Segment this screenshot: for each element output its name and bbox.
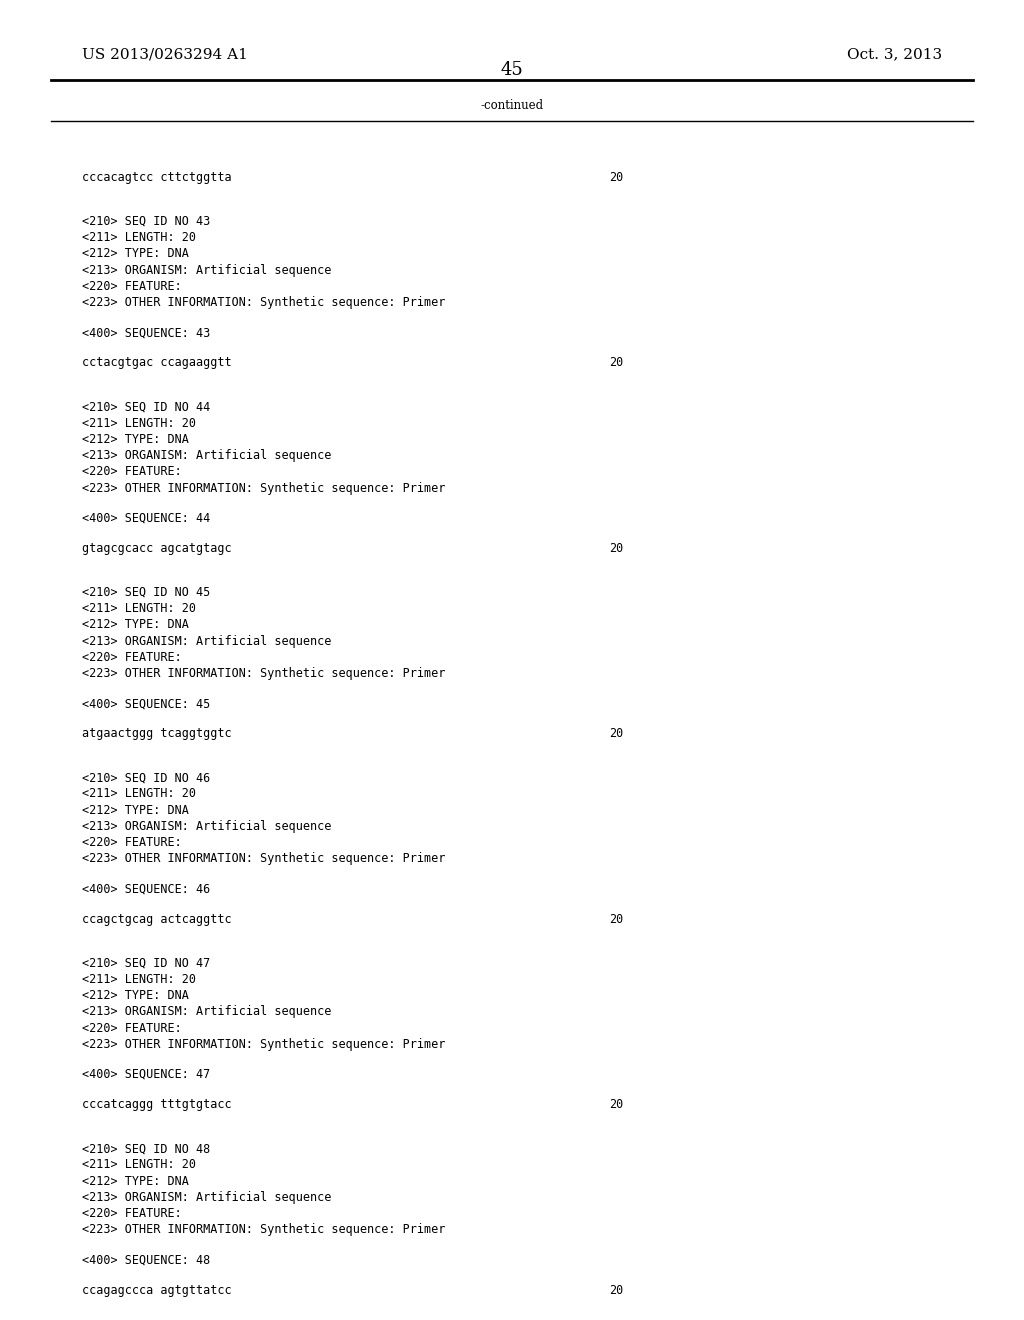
Text: <213> ORGANISM: Artificial sequence: <213> ORGANISM: Artificial sequence [82, 1191, 332, 1204]
Text: 20: 20 [609, 170, 624, 183]
Text: <400> SEQUENCE: 45: <400> SEQUENCE: 45 [82, 697, 210, 710]
Text: <220> FEATURE:: <220> FEATURE: [82, 280, 181, 293]
Text: <211> LENGTH: 20: <211> LENGTH: 20 [82, 231, 196, 244]
Text: <223> OTHER INFORMATION: Synthetic sequence: Primer: <223> OTHER INFORMATION: Synthetic seque… [82, 853, 445, 866]
Text: <210> SEQ ID NO 45: <210> SEQ ID NO 45 [82, 586, 210, 599]
Text: cctacgtgac ccagaaggtt: cctacgtgac ccagaaggtt [82, 356, 231, 370]
Text: <210> SEQ ID NO 46: <210> SEQ ID NO 46 [82, 771, 210, 784]
Text: <212> TYPE: DNA: <212> TYPE: DNA [82, 433, 188, 446]
Text: <400> SEQUENCE: 47: <400> SEQUENCE: 47 [82, 1068, 210, 1081]
Text: <212> TYPE: DNA: <212> TYPE: DNA [82, 804, 188, 817]
Text: <210> SEQ ID NO 47: <210> SEQ ID NO 47 [82, 957, 210, 970]
Text: <211> LENGTH: 20: <211> LENGTH: 20 [82, 417, 196, 429]
Text: <212> TYPE: DNA: <212> TYPE: DNA [82, 989, 188, 1002]
Text: <220> FEATURE:: <220> FEATURE: [82, 651, 181, 664]
Text: <400> SEQUENCE: 48: <400> SEQUENCE: 48 [82, 1254, 210, 1266]
Text: <212> TYPE: DNA: <212> TYPE: DNA [82, 618, 188, 631]
Text: <223> OTHER INFORMATION: Synthetic sequence: Primer: <223> OTHER INFORMATION: Synthetic seque… [82, 1224, 445, 1237]
Text: <400> SEQUENCE: 46: <400> SEQUENCE: 46 [82, 883, 210, 895]
Text: <400> SEQUENCE: 43: <400> SEQUENCE: 43 [82, 326, 210, 339]
Text: <212> TYPE: DNA: <212> TYPE: DNA [82, 1175, 188, 1188]
Text: atgaactggg tcaggtggtc: atgaactggg tcaggtggtc [82, 727, 231, 741]
Text: cccatcaggg tttgtgtacc: cccatcaggg tttgtgtacc [82, 1098, 231, 1111]
Text: <400> SEQUENCE: 44: <400> SEQUENCE: 44 [82, 512, 210, 525]
Text: <211> LENGTH: 20: <211> LENGTH: 20 [82, 602, 196, 615]
Text: <213> ORGANISM: Artificial sequence: <213> ORGANISM: Artificial sequence [82, 449, 332, 462]
Text: <220> FEATURE:: <220> FEATURE: [82, 837, 181, 849]
Text: <220> FEATURE:: <220> FEATURE: [82, 1206, 181, 1220]
Text: 20: 20 [609, 727, 624, 741]
Text: <223> OTHER INFORMATION: Synthetic sequence: Primer: <223> OTHER INFORMATION: Synthetic seque… [82, 296, 445, 309]
Text: <213> ORGANISM: Artificial sequence: <213> ORGANISM: Artificial sequence [82, 820, 332, 833]
Text: cccacagtcc cttctggtta: cccacagtcc cttctggtta [82, 170, 231, 183]
Text: <211> LENGTH: 20: <211> LENGTH: 20 [82, 1159, 196, 1171]
Text: 20: 20 [609, 912, 624, 925]
Text: <220> FEATURE:: <220> FEATURE: [82, 1022, 181, 1035]
Text: <212> TYPE: DNA: <212> TYPE: DNA [82, 247, 188, 260]
Text: ccagagccca agtgttatcc: ccagagccca agtgttatcc [82, 1283, 231, 1296]
Text: ccagctgcag actcaggttc: ccagctgcag actcaggttc [82, 912, 231, 925]
Text: <211> LENGTH: 20: <211> LENGTH: 20 [82, 788, 196, 800]
Text: <210> SEQ ID NO 48: <210> SEQ ID NO 48 [82, 1142, 210, 1155]
Text: 20: 20 [609, 1283, 624, 1296]
Text: <213> ORGANISM: Artificial sequence: <213> ORGANISM: Artificial sequence [82, 635, 332, 648]
Text: <211> LENGTH: 20: <211> LENGTH: 20 [82, 973, 196, 986]
Text: -continued: -continued [480, 99, 544, 112]
Text: <213> ORGANISM: Artificial sequence: <213> ORGANISM: Artificial sequence [82, 1006, 332, 1019]
Text: Oct. 3, 2013: Oct. 3, 2013 [847, 48, 942, 61]
Text: <213> ORGANISM: Artificial sequence: <213> ORGANISM: Artificial sequence [82, 264, 332, 277]
Text: 45: 45 [501, 61, 523, 79]
Text: 20: 20 [609, 356, 624, 370]
Text: <210> SEQ ID NO 44: <210> SEQ ID NO 44 [82, 400, 210, 413]
Text: <220> FEATURE:: <220> FEATURE: [82, 466, 181, 478]
Text: 20: 20 [609, 1098, 624, 1111]
Text: gtagcgcacc agcatgtagc: gtagcgcacc agcatgtagc [82, 541, 231, 554]
Text: 20: 20 [609, 541, 624, 554]
Text: <223> OTHER INFORMATION: Synthetic sequence: Primer: <223> OTHER INFORMATION: Synthetic seque… [82, 482, 445, 495]
Text: <223> OTHER INFORMATION: Synthetic sequence: Primer: <223> OTHER INFORMATION: Synthetic seque… [82, 667, 445, 680]
Text: <223> OTHER INFORMATION: Synthetic sequence: Primer: <223> OTHER INFORMATION: Synthetic seque… [82, 1038, 445, 1051]
Text: US 2013/0263294 A1: US 2013/0263294 A1 [82, 48, 248, 61]
Text: <210> SEQ ID NO 43: <210> SEQ ID NO 43 [82, 215, 210, 228]
